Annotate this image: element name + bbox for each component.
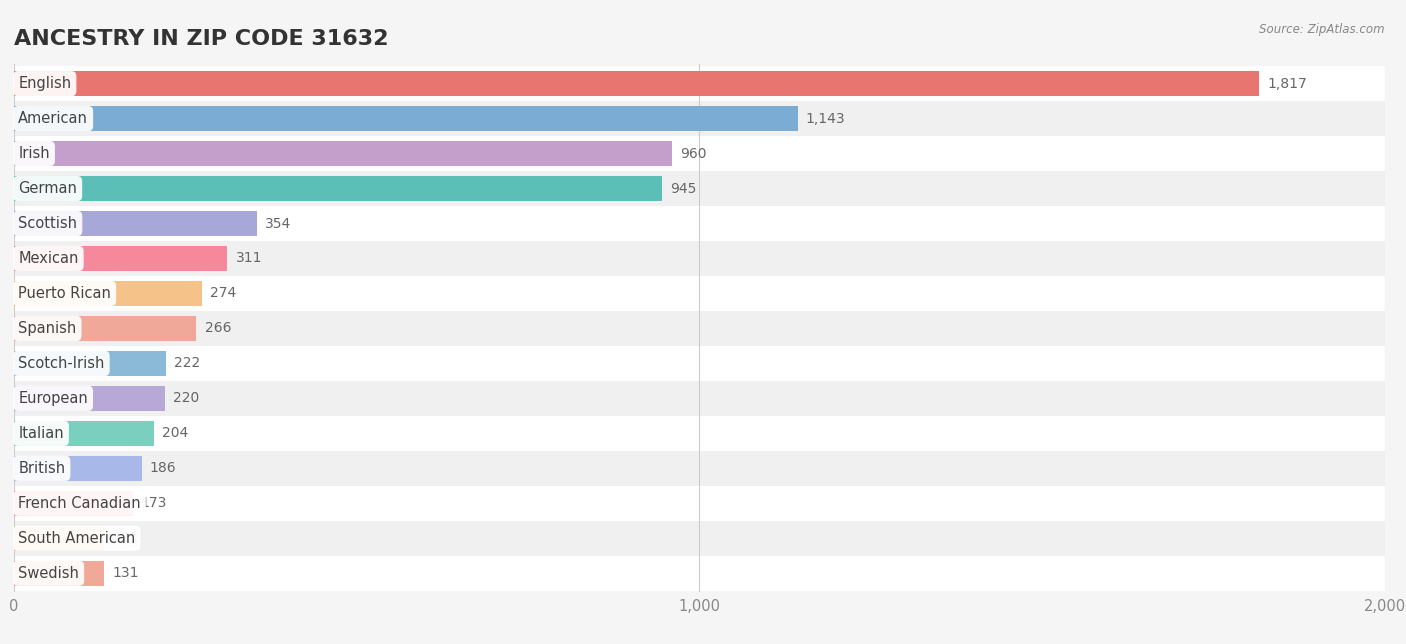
Bar	[14, 106, 797, 131]
Bar	[14, 311, 1385, 346]
Text: 1,143: 1,143	[806, 111, 845, 126]
Text: Italian: Italian	[18, 426, 63, 441]
Text: 266: 266	[205, 321, 231, 336]
Bar	[14, 136, 1385, 171]
Text: 204: 204	[162, 426, 188, 440]
Text: British: British	[18, 461, 65, 476]
Text: Puerto Rican: Puerto Rican	[18, 286, 111, 301]
Bar	[14, 176, 662, 201]
Text: 354: 354	[264, 216, 291, 231]
Text: 220: 220	[173, 392, 200, 405]
Bar	[14, 416, 1385, 451]
Bar	[14, 171, 1385, 206]
Bar	[14, 101, 1385, 136]
Text: European: European	[18, 391, 89, 406]
Text: 131: 131	[112, 531, 139, 545]
Text: Scotch-Irish: Scotch-Irish	[18, 356, 104, 371]
Bar	[14, 386, 165, 411]
Bar	[14, 316, 197, 341]
Bar	[14, 66, 1385, 101]
Bar	[14, 246, 228, 271]
Text: English: English	[18, 76, 72, 91]
Text: French Canadian: French Canadian	[18, 496, 141, 511]
Bar	[14, 491, 132, 516]
Bar	[14, 421, 153, 446]
Bar	[14, 486, 1385, 521]
Bar	[14, 141, 672, 166]
Text: 186: 186	[150, 461, 176, 475]
Text: 131: 131	[112, 566, 139, 580]
Text: Spanish: Spanish	[18, 321, 76, 336]
Text: 274: 274	[209, 287, 236, 301]
Bar	[14, 346, 1385, 381]
Text: 222: 222	[174, 356, 201, 370]
Text: South American: South American	[18, 531, 135, 545]
Text: American: American	[18, 111, 89, 126]
Text: 960: 960	[681, 147, 707, 160]
Bar	[14, 456, 142, 481]
Bar	[14, 211, 257, 236]
Text: Scottish: Scottish	[18, 216, 77, 231]
Bar	[14, 451, 1385, 486]
Text: 311: 311	[235, 252, 262, 265]
Bar	[14, 241, 1385, 276]
Bar	[14, 276, 1385, 311]
Bar	[14, 521, 1385, 556]
Bar	[14, 381, 1385, 416]
Bar	[14, 71, 1260, 96]
Text: 1,817: 1,817	[1268, 77, 1308, 91]
Text: Swedish: Swedish	[18, 565, 79, 581]
Bar	[14, 206, 1385, 241]
Bar	[14, 526, 104, 551]
Bar	[14, 351, 166, 376]
Bar	[14, 561, 104, 586]
Text: Source: ZipAtlas.com: Source: ZipAtlas.com	[1260, 23, 1385, 35]
Text: 173: 173	[141, 497, 167, 510]
Text: Irish: Irish	[18, 146, 49, 161]
Text: ANCESTRY IN ZIP CODE 31632: ANCESTRY IN ZIP CODE 31632	[14, 29, 388, 49]
Bar	[14, 281, 202, 306]
Text: 945: 945	[671, 182, 696, 196]
Bar	[14, 556, 1385, 591]
Text: German: German	[18, 181, 77, 196]
Text: Mexican: Mexican	[18, 251, 79, 266]
